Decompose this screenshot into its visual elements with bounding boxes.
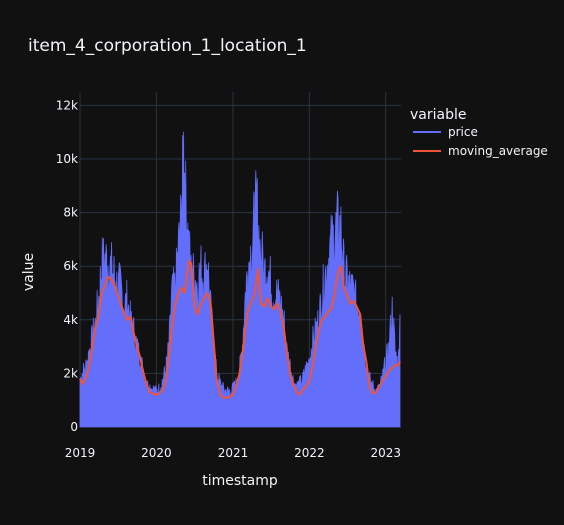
moving-average-line-layer: [79, 259, 401, 399]
y-axis-ticks: 0 2k 4k 6k 8k 10k 12k: [56, 98, 78, 434]
x-tick-label: 2019: [65, 446, 96, 460]
y-tick-label: 8k: [63, 206, 78, 220]
legend[interactable]: variable price moving_average: [410, 107, 548, 158]
x-tick-label: 2020: [141, 446, 172, 460]
x-tick-label: 2022: [294, 446, 325, 460]
y-tick-label: 6k: [63, 259, 78, 273]
x-tick-label: 2023: [370, 446, 401, 460]
y-tick-label: 4k: [63, 313, 78, 327]
y-tick-label: 10k: [56, 152, 78, 166]
legend-title: variable: [410, 107, 466, 123]
y-tick-label: 12k: [56, 98, 78, 112]
y-tick-label: 0: [70, 420, 78, 434]
legend-label-price: price: [448, 125, 478, 139]
legend-item-moving-average[interactable]: moving_average: [413, 144, 548, 158]
legend-label-moving-average: moving_average: [448, 144, 548, 158]
moving-average-series-line: [79, 259, 401, 399]
chart-title: item_4_corporation_1_location_1: [28, 36, 307, 56]
x-tick-label: 2021: [218, 446, 249, 460]
legend-item-price[interactable]: price: [413, 125, 478, 139]
x-axis-ticks: 2019 2020 2021 2022 2023: [65, 446, 401, 460]
y-axis-title: value: [21, 253, 37, 291]
y-tick-label: 2k: [63, 366, 78, 380]
x-axis-title: timestamp: [202, 473, 278, 489]
